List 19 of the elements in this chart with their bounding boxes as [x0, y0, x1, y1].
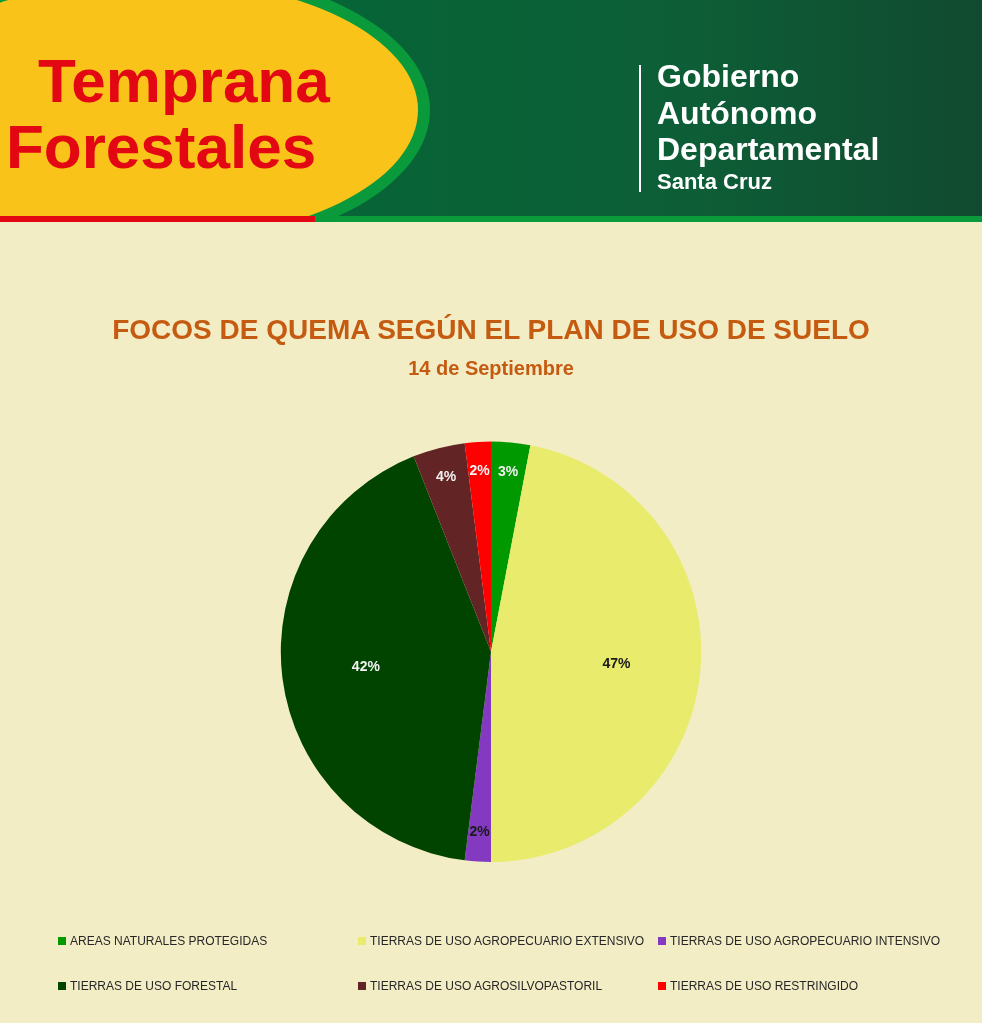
- legend-label: TIERRAS DE USO AGROPECUARIO EXTENSIVO: [370, 934, 645, 948]
- chart-subtitle: 14 de Septiembre: [408, 357, 574, 380]
- text: Santa Cruz: [657, 169, 772, 194]
- text: Departamental: [657, 131, 880, 167]
- data-label: 47%: [602, 654, 632, 671]
- text: Gobierno: [657, 58, 800, 94]
- data-label: 4%: [435, 467, 457, 484]
- legend-label: TIERRAS DE USO RESTRINGIDO: [670, 979, 859, 993]
- legend-label: AREAS NATURALES PROTEGIDAS: [70, 934, 268, 948]
- legend-label: TIERRAS DE USO AGROSILVOPASTORIL: [370, 979, 603, 993]
- legend-label: TIERRAS DE USO AGROPECUARIO INTENSIVO: [670, 934, 941, 948]
- legend-label: TIERRAS DE USO FORESTAL: [70, 979, 238, 993]
- text: Autónomo: [657, 95, 817, 131]
- data-label: 42%: [351, 658, 381, 675]
- data-label: 3%: [497, 462, 519, 479]
- text: Temprana: [38, 46, 330, 115]
- chart-title: FOCOS DE QUEMA SEGÚN EL PLAN DE USO DE SUELO: [112, 313, 870, 345]
- data-label: 2%: [469, 823, 491, 840]
- data-label: 2%: [469, 462, 491, 479]
